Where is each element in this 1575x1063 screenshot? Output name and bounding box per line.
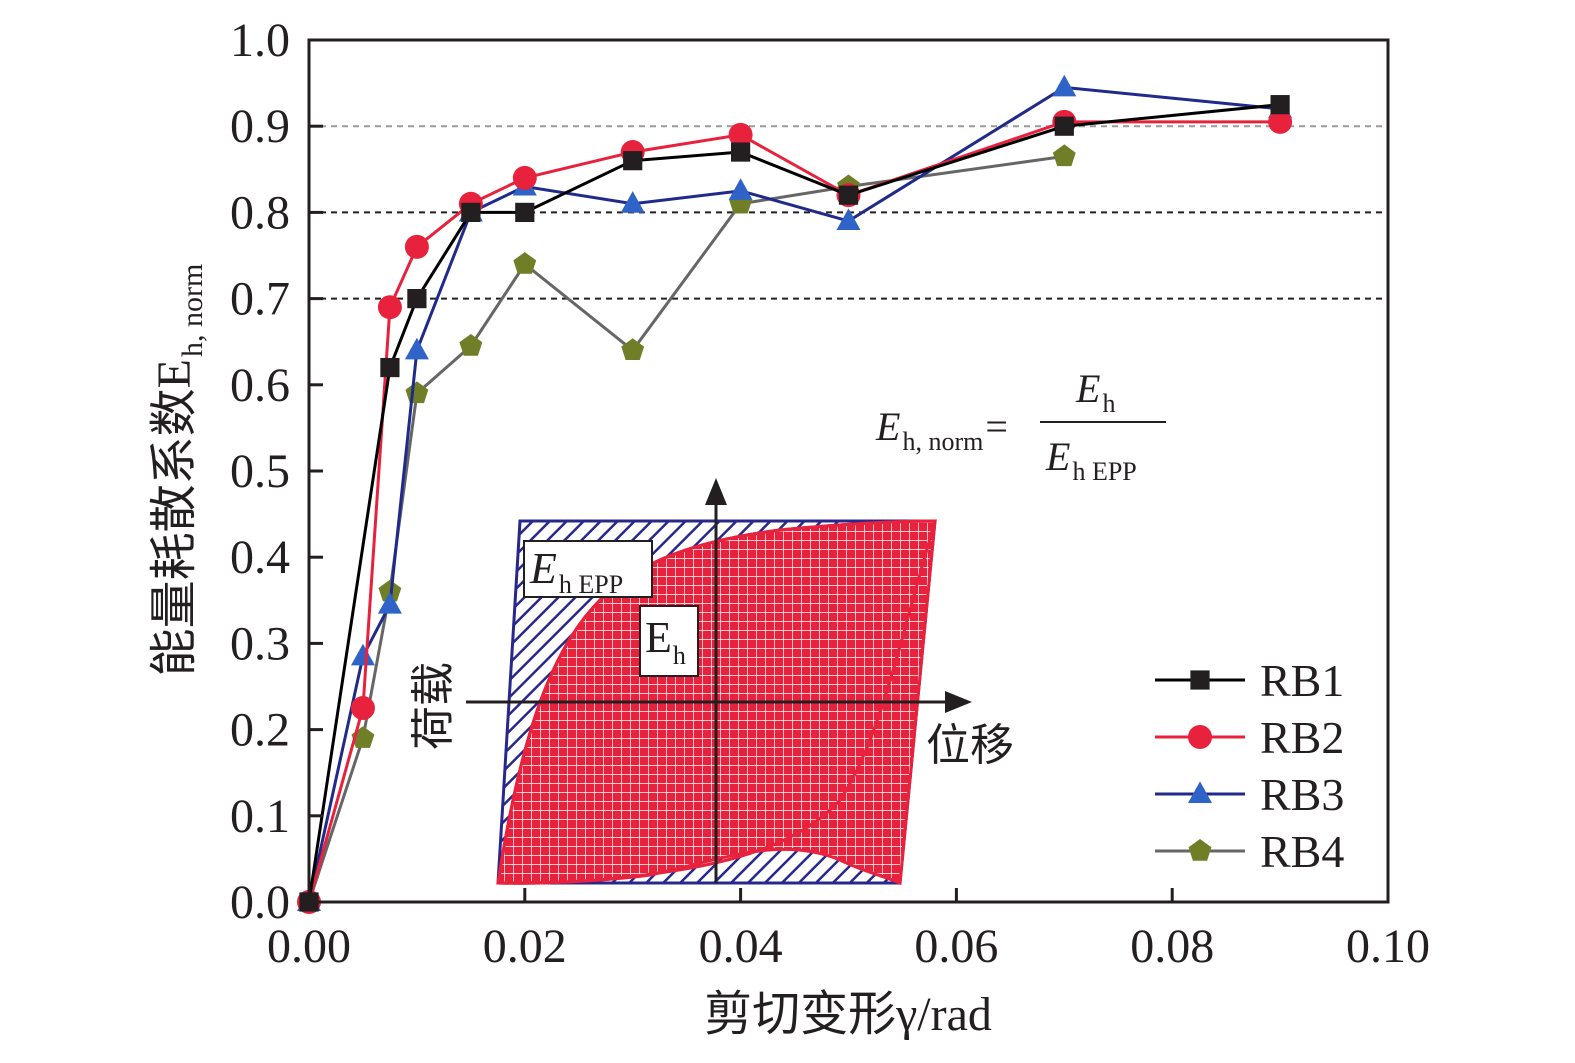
y-tick-label: 0.7 bbox=[230, 273, 290, 326]
legend-marker bbox=[1190, 670, 1210, 690]
data-point bbox=[513, 252, 537, 274]
data-point bbox=[836, 208, 861, 231]
x-axis-title: 剪切变形γ/rad bbox=[704, 988, 992, 1041]
x-tick-label: 0.02 bbox=[483, 920, 567, 973]
y-tick-label: 0.2 bbox=[230, 704, 290, 757]
y-tick-label: 0.1 bbox=[230, 790, 290, 843]
y-tick-label: 0.4 bbox=[230, 531, 290, 584]
x-tick-label: 0.10 bbox=[1346, 920, 1430, 973]
y-tick-label: 0.9 bbox=[230, 100, 290, 153]
data-point bbox=[621, 338, 645, 360]
series-layer bbox=[297, 74, 1293, 914]
legend-item-rb4: RB4 bbox=[1155, 826, 1344, 877]
data-point bbox=[728, 178, 753, 200]
legend-label: RB1 bbox=[1260, 655, 1344, 706]
data-point bbox=[350, 643, 375, 666]
epp-label: Eh EPP bbox=[529, 544, 623, 599]
legend: RB1 RB2 RB3 RB4 bbox=[1155, 655, 1344, 877]
legend-item-rb1: RB1 bbox=[1155, 655, 1344, 706]
eh-label-box bbox=[639, 605, 699, 677]
formula-lhs: Eh, norm= bbox=[875, 404, 1008, 456]
data-point bbox=[512, 165, 537, 190]
data-point bbox=[838, 185, 859, 205]
data-point bbox=[377, 592, 402, 614]
data-point bbox=[404, 234, 429, 259]
legend-item-rb3: RB3 bbox=[1155, 769, 1344, 820]
data-point bbox=[623, 151, 643, 171]
legend-marker bbox=[1188, 839, 1212, 861]
data-point bbox=[1270, 95, 1290, 115]
eh-hysteresis-curve bbox=[496, 519, 938, 885]
x-tick-label: 0.00 bbox=[267, 920, 351, 973]
series-line bbox=[307, 103, 1281, 903]
formula-denominator: Eh EPP bbox=[1045, 434, 1137, 486]
y-tick-label: 0.8 bbox=[230, 186, 290, 239]
y-tick-label: 0.5 bbox=[230, 445, 290, 498]
data-point bbox=[378, 579, 402, 602]
y-tick-label: 0.0 bbox=[230, 876, 290, 929]
data-point bbox=[515, 202, 535, 222]
inset-load-label: 荷载 bbox=[409, 662, 458, 750]
inset-displacement-label: 位移 bbox=[926, 721, 1014, 770]
inset-load-axis-arrowhead bbox=[705, 478, 727, 505]
series-rb1 bbox=[299, 95, 1290, 912]
data-point bbox=[380, 357, 400, 378]
x-tick-label: 0.08 bbox=[1130, 920, 1214, 973]
data-point bbox=[459, 334, 483, 356]
data-point bbox=[1052, 74, 1077, 97]
data-point bbox=[377, 295, 402, 320]
formula-numerator: Eh bbox=[1075, 366, 1115, 418]
epp-label-box bbox=[523, 540, 653, 598]
data-point bbox=[728, 122, 753, 147]
data-point bbox=[350, 696, 375, 721]
data-point bbox=[1054, 116, 1074, 136]
y-tick-label: 0.3 bbox=[230, 617, 290, 670]
inset-displacement-axis-arrowhead bbox=[945, 691, 972, 713]
legend-label: RB3 bbox=[1260, 769, 1344, 820]
x-tick-label: 0.06 bbox=[914, 920, 998, 973]
eh-label: Eh bbox=[645, 613, 686, 670]
data-point bbox=[1052, 144, 1076, 167]
data-point bbox=[620, 191, 645, 213]
axes: 0.00 0.02 0.04 0.06 0.08 0.10 0.0 0.1 0.2 0.3 0.4 0… bbox=[230, 14, 1430, 973]
hysteresis-inset-diagram: Eh EPP Eh 荷载 位移 bbox=[409, 478, 1014, 886]
data-point bbox=[1268, 109, 1293, 134]
data-point bbox=[731, 142, 751, 162]
series-rb4 bbox=[297, 144, 1076, 912]
data-point bbox=[407, 289, 427, 309]
data-point bbox=[404, 337, 429, 360]
data-point bbox=[461, 202, 481, 222]
legend-label: RB2 bbox=[1260, 712, 1344, 763]
series-line bbox=[307, 154, 1065, 903]
legend-marker bbox=[1188, 781, 1212, 803]
legend-marker bbox=[1188, 725, 1212, 749]
legend-item-rb2: RB2 bbox=[1155, 712, 1344, 763]
y-axis-title: 能量耗散系数Eh, norm bbox=[148, 264, 209, 677]
x-tick-label: 0.04 bbox=[699, 920, 783, 973]
y-tick-label: 0.6 bbox=[230, 359, 290, 412]
normalization-formula: Eh, norm= Eh Eh EPP bbox=[875, 366, 1166, 486]
y-tick-label: 1.0 bbox=[230, 14, 290, 67]
legend-label: RB4 bbox=[1260, 826, 1344, 877]
